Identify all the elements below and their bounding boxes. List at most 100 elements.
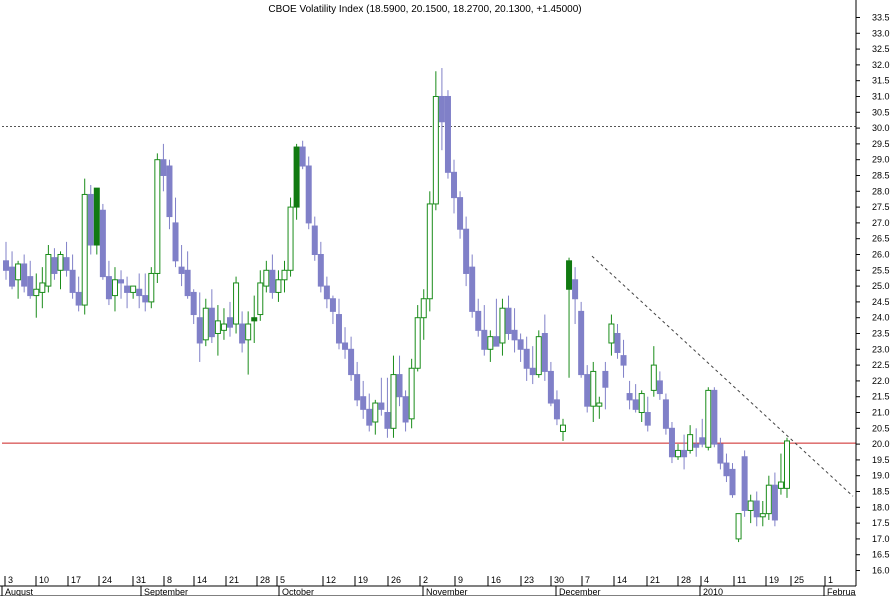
candle-body — [687, 434, 694, 451]
candle-body — [45, 253, 52, 287]
candle — [505, 295, 512, 340]
candle-body — [239, 323, 246, 344]
candle-body — [614, 333, 621, 353]
candle-body — [693, 443, 700, 448]
y-tick-label: 26.0 — [872, 249, 890, 259]
x-tick-label: 25 — [794, 575, 804, 585]
candle — [348, 336, 355, 381]
x-tick-label: 11 — [737, 575, 746, 585]
candle — [650, 346, 657, 397]
y-tick-label: 31.5 — [872, 76, 890, 86]
candle-body — [396, 374, 403, 398]
candle — [590, 361, 597, 422]
candle-body — [51, 257, 58, 274]
candle-body — [87, 193, 94, 246]
candle — [281, 260, 288, 293]
month-label: August — [5, 587, 34, 596]
candle — [323, 276, 330, 309]
x-tick-label: 28 — [260, 575, 270, 585]
candle-body — [354, 374, 361, 401]
candle-body — [69, 269, 76, 293]
candle-body — [547, 370, 554, 404]
candle-body — [784, 440, 790, 489]
y-tick-label: 21.5 — [872, 392, 890, 402]
candle-body — [366, 408, 373, 426]
candle-body — [541, 333, 548, 372]
candle — [499, 298, 506, 356]
candle — [662, 393, 669, 435]
candle — [541, 314, 548, 381]
y-tick-label: 19.5 — [872, 455, 890, 465]
candle — [426, 191, 433, 312]
y-tick-label: 20.5 — [872, 423, 890, 433]
candle-body — [208, 307, 215, 338]
candle — [87, 184, 94, 255]
candle-body — [166, 165, 173, 218]
candle — [699, 418, 706, 448]
y-tick-label: 16.0 — [872, 566, 890, 576]
y-tick-label: 33.5 — [872, 12, 890, 22]
reference-lines — [2, 126, 856, 497]
candle — [717, 437, 724, 470]
candle-body — [15, 263, 22, 281]
candle-body — [681, 449, 688, 458]
candle — [178, 245, 185, 287]
x-tick-label: 14 — [617, 575, 627, 585]
candle — [360, 380, 367, 419]
candle-body — [348, 348, 355, 376]
candle — [481, 305, 488, 356]
candle — [233, 276, 240, 334]
candle-body — [553, 399, 560, 420]
month-label: November — [426, 587, 468, 596]
candle-body — [360, 396, 367, 410]
y-tick-label: 33.0 — [872, 28, 890, 38]
candle — [741, 450, 748, 517]
candle-body — [99, 209, 106, 278]
candle — [432, 71, 439, 211]
candle-body — [414, 317, 421, 369]
candle — [335, 298, 342, 350]
candle-body — [765, 484, 772, 515]
x-tick-label: 24 — [102, 575, 112, 585]
candle-body — [584, 374, 591, 407]
candle — [220, 308, 227, 340]
candle-body — [293, 146, 300, 208]
candle-body — [269, 269, 276, 293]
candle-body — [705, 389, 712, 448]
candle — [148, 267, 155, 309]
y-tick-label: 31.0 — [872, 91, 890, 101]
y-tick-label: 28.0 — [872, 186, 890, 196]
candle — [771, 472, 778, 527]
candle — [438, 68, 445, 151]
candle — [190, 289, 197, 325]
x-tick-label: 19 — [769, 575, 779, 585]
candle-body — [662, 399, 669, 429]
x-tick-label: 14 — [197, 575, 207, 585]
candle-body — [130, 285, 137, 293]
candle — [57, 251, 64, 290]
x-tick-label: 10 — [39, 575, 49, 585]
candle-body — [142, 295, 149, 303]
x-tick-label: 3 — [8, 575, 13, 585]
candle-body — [723, 462, 730, 477]
candle-body — [184, 269, 191, 297]
candle-body — [245, 323, 252, 341]
candle — [753, 491, 760, 527]
candle-body — [626, 393, 633, 401]
y-tick-label: 26.5 — [872, 234, 890, 244]
month-label: September — [144, 587, 188, 596]
x-tick-label: 8 — [167, 575, 172, 585]
candle — [214, 305, 221, 356]
candle — [602, 361, 609, 410]
candle — [63, 241, 70, 277]
candle-body — [27, 276, 34, 297]
candle — [245, 311, 252, 375]
y-tick-label: 16.5 — [872, 550, 890, 560]
candle-body — [63, 257, 70, 271]
candle — [311, 216, 318, 261]
candle-body — [329, 298, 336, 312]
candle-body — [590, 370, 597, 407]
candle-body — [390, 374, 397, 429]
candle — [747, 494, 754, 524]
candle-body — [317, 253, 324, 287]
